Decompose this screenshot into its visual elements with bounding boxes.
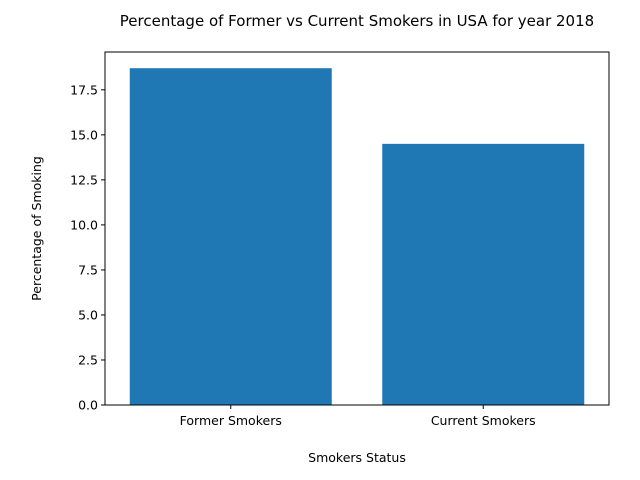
plot-area-frame <box>104 51 610 406</box>
y-tick-label: 5.0 <box>78 307 98 322</box>
y-axis-ticks: 0.0 2.5 5.0 7.5 10.0 12.5 15.0 17.5 <box>70 82 105 413</box>
x-axis-ticks: Former Smokers Current Smokers <box>180 405 536 428</box>
x-tick-label: Former Smokers <box>180 413 282 428</box>
y-tick-label: 10.0 <box>70 217 98 232</box>
y-tick-label: 2.5 <box>78 352 98 367</box>
x-axis-label: Smokers Status <box>308 450 406 465</box>
y-tick-label: 17.5 <box>70 82 98 97</box>
y-tick-label: 0.0 <box>78 398 98 413</box>
bar-current-smokers <box>382 143 585 405</box>
y-tick-label: 12.5 <box>70 172 98 187</box>
chart-title: Percentage of Former vs Current Smokers … <box>120 12 594 30</box>
bars-group <box>129 68 585 406</box>
y-axis-label: Percentage of Smoking <box>29 156 44 301</box>
x-tick-label: Current Smokers <box>431 413 536 428</box>
bar-former-smokers <box>129 68 332 406</box>
y-tick-label: 15.0 <box>70 127 98 142</box>
y-tick-label: 7.5 <box>78 262 98 277</box>
